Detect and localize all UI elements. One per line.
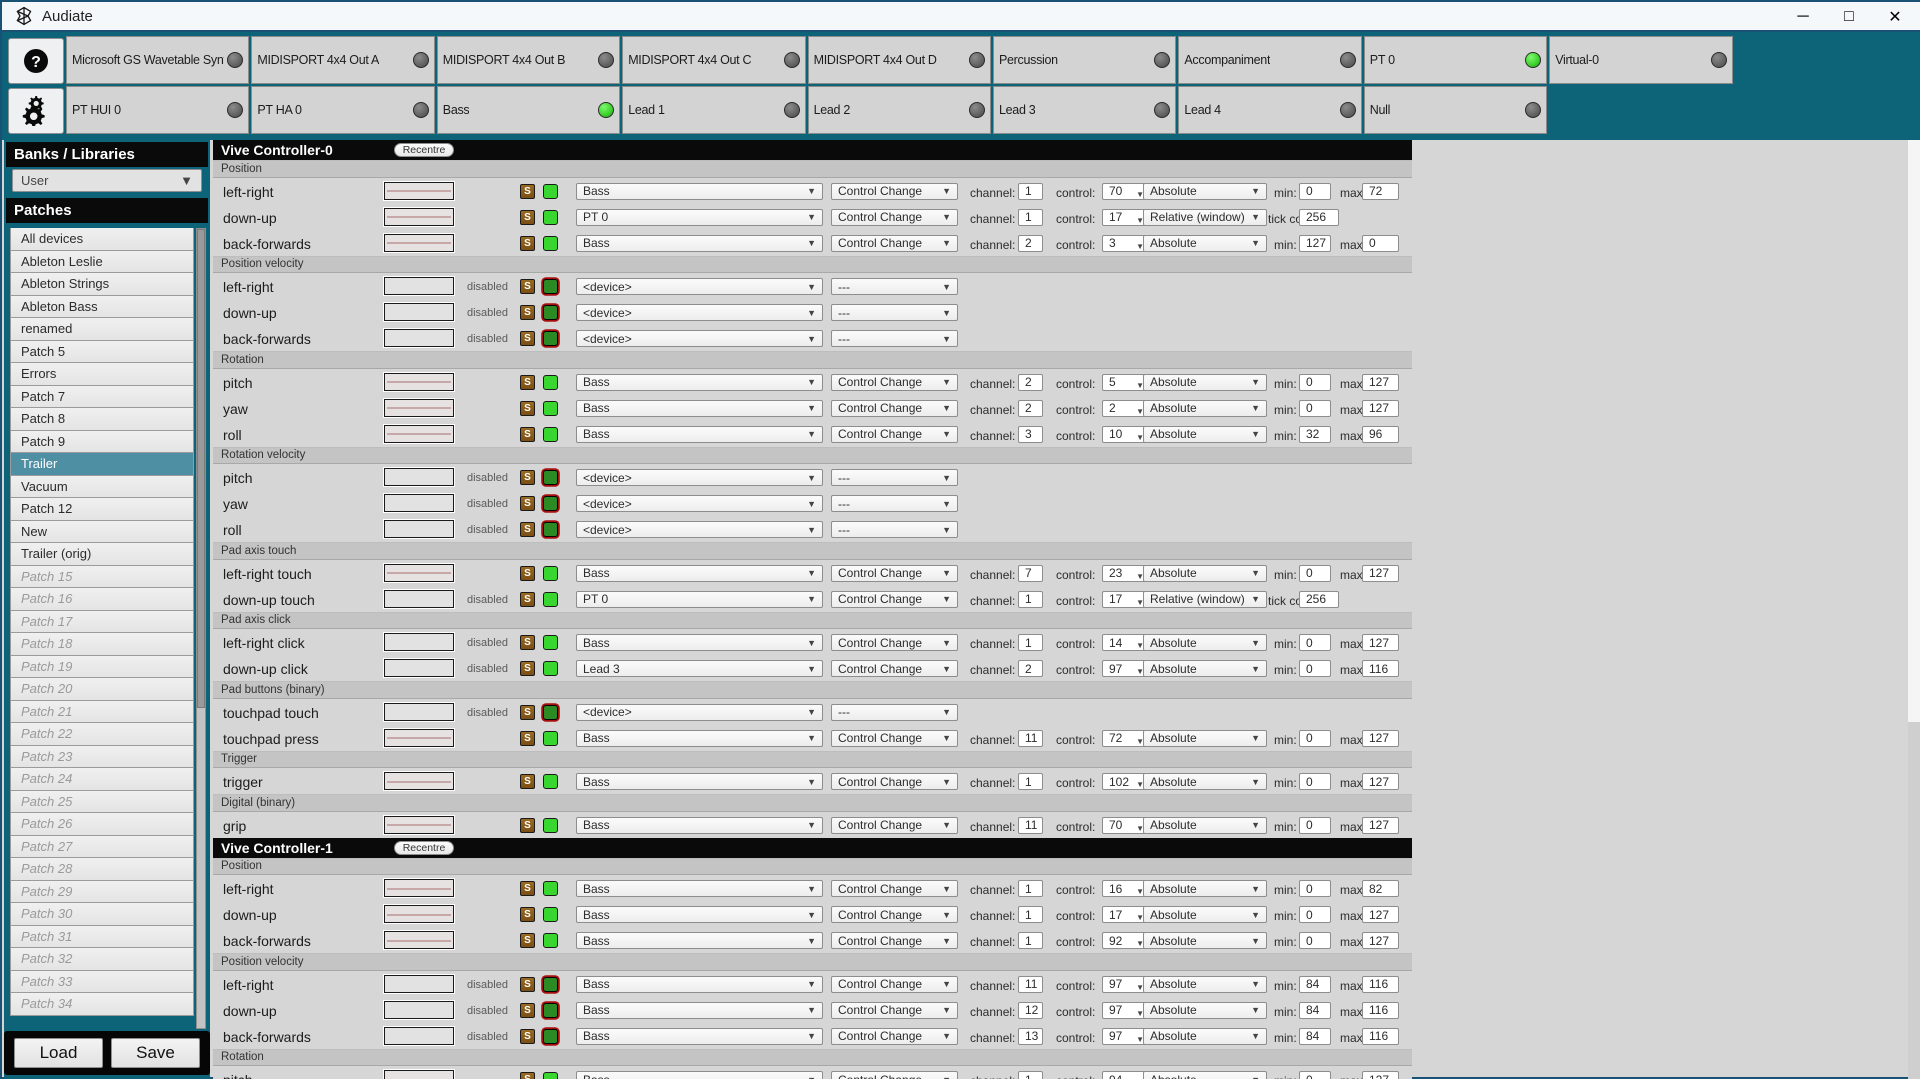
svg-text:?: ? [31, 54, 41, 71]
